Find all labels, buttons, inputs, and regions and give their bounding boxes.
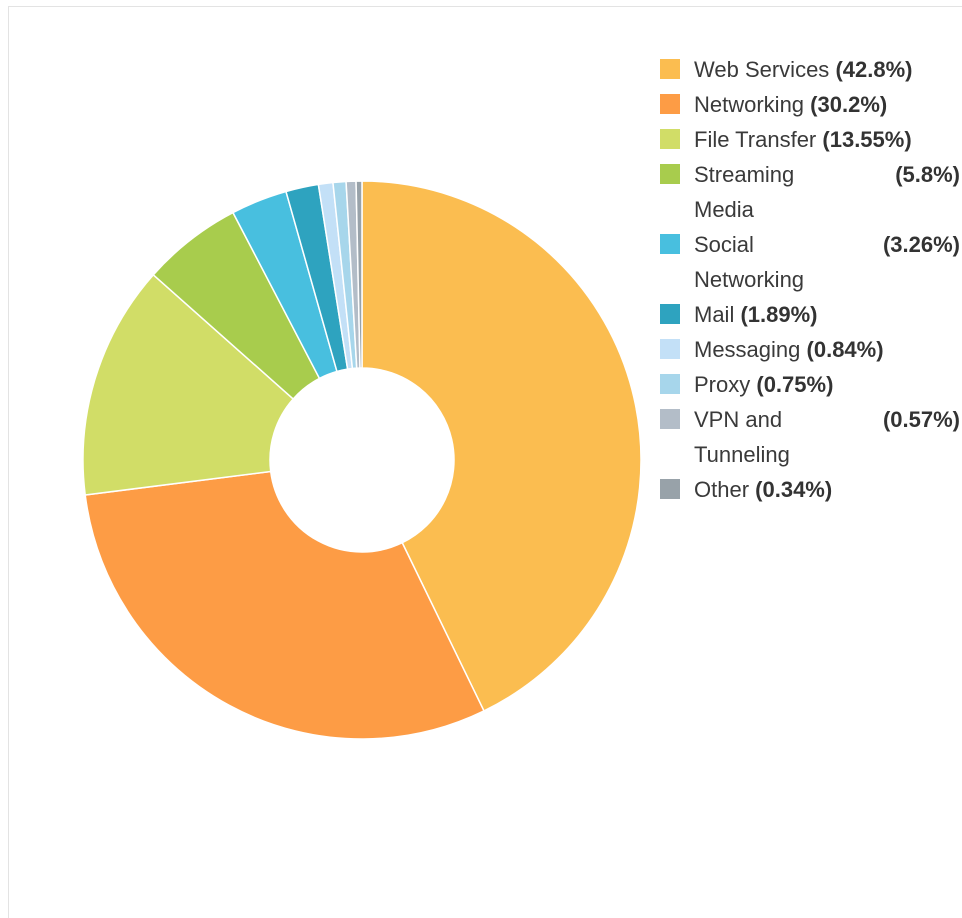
legend-label: Networking — [694, 92, 805, 117]
legend-swatch — [660, 339, 680, 359]
legend-item-networking[interactable]: Networking (30.2%) — [660, 87, 960, 122]
legend-value: (0.57%) — [882, 407, 960, 432]
legend-value: (3.26%) — [882, 232, 960, 257]
legend-item-web-services[interactable]: Web Services (42.8%) — [660, 52, 960, 87]
legend-value: (1.89%) — [740, 302, 818, 327]
legend-swatch — [660, 374, 680, 394]
legend-item-social-networking[interactable]: Social Networking (3.26%) — [660, 227, 960, 297]
legend-item-vpn-and-tunneling[interactable]: VPN and Tunneling (0.57%) — [660, 402, 960, 472]
slice-networking[interactable] — [84, 470, 485, 740]
legend-value: (5.8%) — [895, 162, 960, 187]
legend-text: Social Networking (3.26%) — [694, 227, 960, 297]
legend-text: Messaging (0.84%) — [694, 332, 960, 367]
legend-swatch — [660, 129, 680, 149]
legend-item-streaming-media[interactable]: Streaming Media (5.8%) — [660, 157, 960, 227]
legend-value: (30.2%) — [810, 92, 888, 117]
legend-item-messaging[interactable]: Messaging (0.84%) — [660, 332, 960, 367]
legend-item-file-transfer[interactable]: File Transfer (13.55%) — [660, 122, 960, 157]
legend-text: Other (0.34%) — [694, 472, 960, 507]
legend-value: (0.34%) — [755, 477, 833, 502]
legend-swatch — [660, 59, 680, 79]
legend-value: (0.84%) — [806, 337, 884, 362]
legend-item-mail[interactable]: Mail (1.89%) — [660, 297, 960, 332]
legend-swatch — [660, 234, 680, 254]
legend-swatch — [660, 304, 680, 324]
legend-label: Web Services — [694, 57, 830, 82]
legend-label: Social Networking — [694, 232, 805, 292]
legend-value: (42.8%) — [835, 57, 913, 82]
legend-text: Mail (1.89%) — [694, 297, 960, 332]
legend-label: Proxy — [694, 372, 751, 397]
slice-file-transfer[interactable] — [82, 274, 294, 496]
legend-value: (0.75%) — [756, 372, 834, 397]
legend-item-other[interactable]: Other (0.34%) — [660, 472, 960, 507]
legend-text: VPN and Tunneling (0.57%) — [694, 402, 960, 472]
legend-swatch — [660, 94, 680, 114]
legend-text: File Transfer (13.55%) — [694, 122, 960, 157]
legend-item-proxy[interactable]: Proxy (0.75%) — [660, 367, 960, 402]
legend-swatch — [660, 164, 680, 184]
legend-label: File Transfer — [694, 127, 817, 152]
chart-legend: Web Services (42.8%) Networking (30.2%) Fi… — [660, 52, 960, 507]
legend-label: Streaming Media — [694, 162, 795, 222]
legend-label: Mail — [694, 302, 735, 327]
legend-text: Networking (30.2%) — [694, 87, 960, 122]
legend-text: Web Services (42.8%) — [694, 52, 960, 87]
legend-swatch — [660, 479, 680, 499]
slice-other[interactable] — [355, 180, 363, 369]
legend-text: Streaming Media (5.8%) — [694, 157, 960, 227]
legend-text: Proxy (0.75%) — [694, 367, 960, 402]
slice-web-services[interactable] — [361, 180, 642, 712]
legend-label: Messaging — [694, 337, 801, 362]
legend-value: (13.55%) — [822, 127, 912, 152]
legend-swatch — [660, 409, 680, 429]
legend-label: VPN and Tunneling — [694, 407, 790, 467]
legend-label: Other — [694, 477, 750, 502]
